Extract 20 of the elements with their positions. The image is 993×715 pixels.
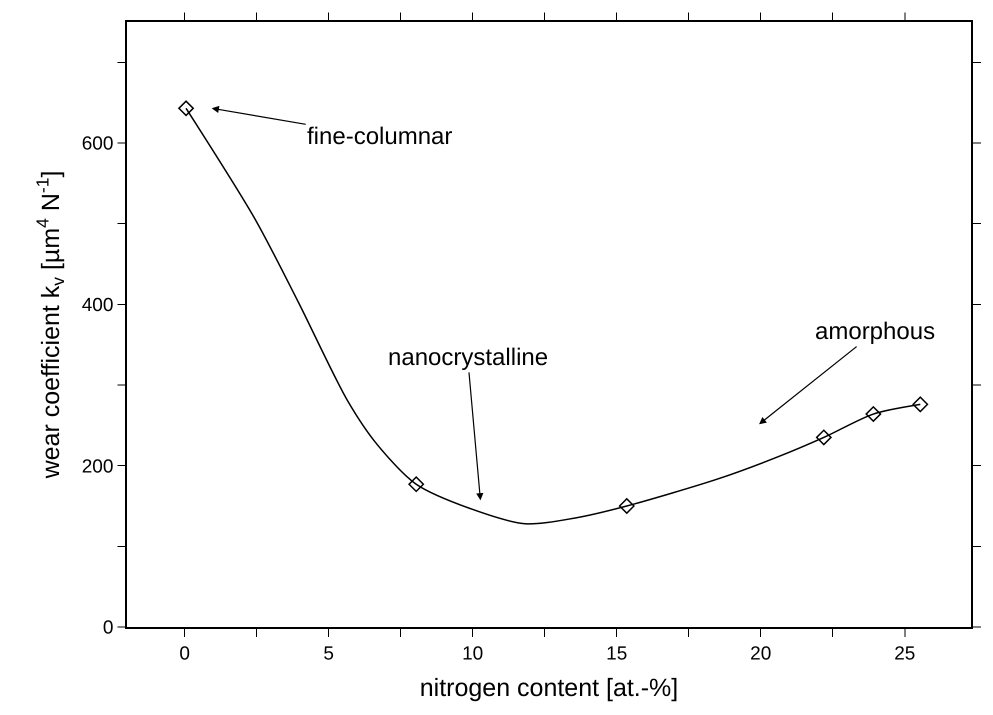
annotation: fine-columnar [307, 123, 452, 150]
x-axis-title: nitrogen content [at.-%] [420, 674, 678, 702]
point [912, 396, 928, 412]
annotation: amorphous [815, 318, 936, 345]
x-tick-label: 0 [179, 644, 190, 665]
annotation: nanocrystalline [388, 344, 548, 371]
y-tick-label: 400 [82, 294, 114, 316]
point [816, 430, 832, 446]
point [618, 498, 635, 514]
point [865, 406, 882, 422]
y-tick-label: 600 [82, 134, 114, 155]
x-tick-label: 25 [894, 644, 916, 665]
x-tick-label: 20 [750, 644, 772, 665]
x-tick-label: 10 [462, 644, 484, 665]
x-tick-label: 15 [606, 644, 628, 665]
point [408, 476, 424, 492]
point [178, 100, 194, 116]
y-tick-label: 0 [102, 618, 114, 639]
y-tick-label: 200 [82, 456, 114, 478]
x-tick-label: 5 [323, 644, 334, 665]
